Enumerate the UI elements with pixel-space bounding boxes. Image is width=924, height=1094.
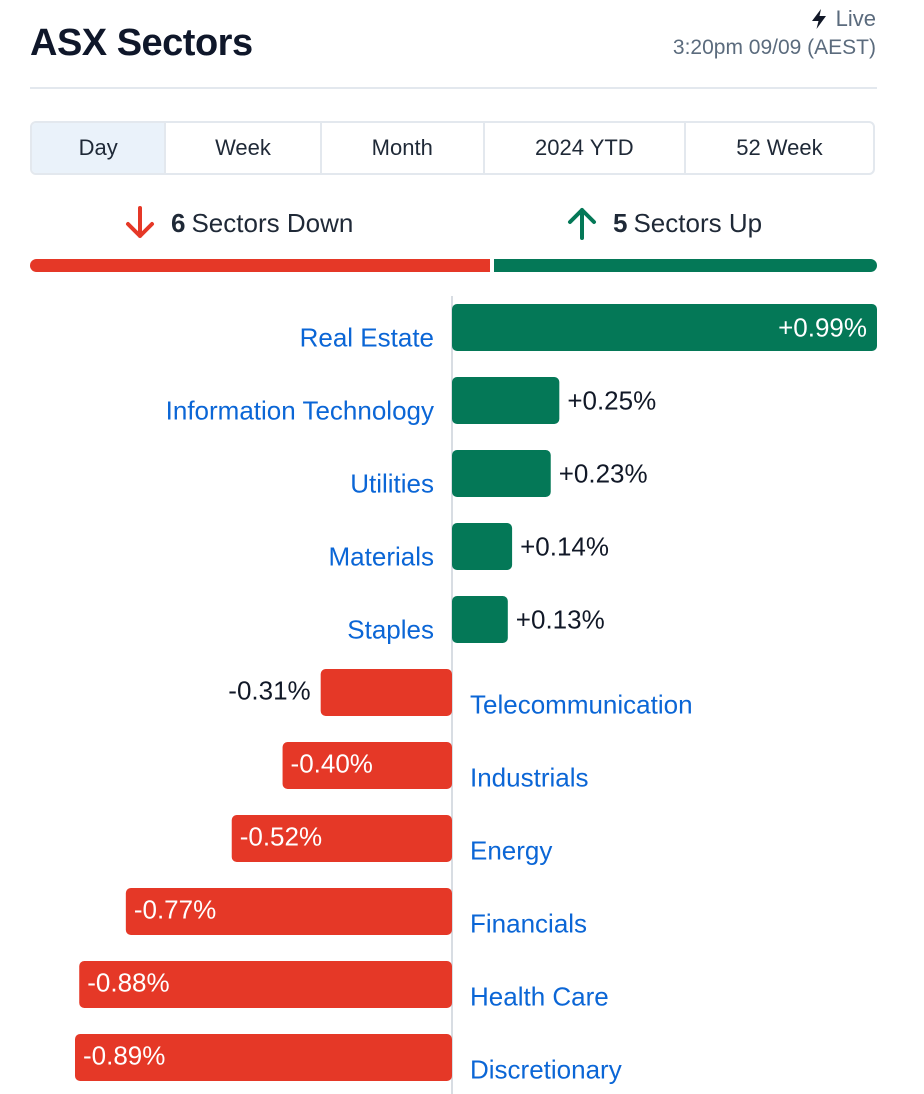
- bar-negative: [125, 888, 453, 935]
- sector-link[interactable]: Utilities: [350, 469, 434, 499]
- bar-value-label: -0.77%: [134, 895, 216, 925]
- bar-value-label: +0.23%: [559, 459, 648, 489]
- sector-link[interactable]: Information Technology: [166, 396, 434, 426]
- bar-negative: [320, 669, 452, 716]
- page-title: ASX Sectors: [30, 22, 253, 64]
- bar-negative: [282, 742, 452, 789]
- tab-2024-ytd[interactable]: 2024 YTD: [485, 123, 686, 173]
- sectors-up-label: Sectors Up: [633, 207, 763, 238]
- bar-value-label: +0.13%: [516, 605, 605, 635]
- bar-negative: [75, 1034, 452, 1081]
- header-divider: [30, 87, 877, 89]
- bar-value-label: -0.88%: [87, 968, 169, 998]
- bar-positive: [452, 523, 513, 570]
- sector-link[interactable]: Financials: [470, 909, 587, 939]
- bar-value-label: +0.99%: [778, 313, 867, 343]
- bar-negative: [231, 815, 452, 862]
- bar-value-label: +0.25%: [567, 386, 656, 416]
- bar-negative: [79, 961, 452, 1008]
- tab-52-week[interactable]: 52 Week: [736, 135, 823, 160]
- arrow-down-icon: [126, 206, 154, 238]
- sectors-down-bar: [30, 259, 490, 272]
- live-indicator: Live: [810, 6, 876, 32]
- live-label: Live: [835, 6, 876, 31]
- sector-link[interactable]: Telecommunication: [470, 690, 693, 720]
- sectors-up-bar: [494, 259, 877, 272]
- sectors-up-summary: 5 Sectors Up: [565, 205, 762, 241]
- sectors-up-count: 5: [613, 207, 628, 238]
- lightning-icon: [811, 9, 826, 29]
- bar-positive: [452, 450, 551, 497]
- sector-performance-chart: +0.99% Real Estate +0.25% Information Techn…: [75, 296, 877, 1094]
- sectors-down-summary: 6 Sectors Down: [123, 205, 353, 241]
- sectors-down-count: 6: [171, 207, 186, 238]
- sector-link[interactable]: Industrials: [470, 763, 589, 793]
- bar-positive: [452, 304, 877, 351]
- bar-positive: [452, 377, 560, 424]
- sector-link[interactable]: Health Care: [470, 982, 609, 1012]
- period-tabs: Day Week Month 2024 YTD 52 Week: [30, 121, 875, 175]
- arrow-up-icon: [568, 208, 596, 240]
- sector-link[interactable]: Discretionary: [470, 1055, 622, 1085]
- sector-link[interactable]: Energy: [470, 836, 552, 866]
- bar-value-label: -0.40%: [291, 749, 373, 779]
- bar-value-label: -0.31%: [228, 676, 310, 706]
- sectors-down-label: Sectors Down: [191, 207, 354, 238]
- timestamp: 3:20pm 09/09 (AEST): [672, 36, 876, 59]
- bar-value-label: -0.52%: [240, 822, 322, 852]
- sector-link[interactable]: Materials: [329, 542, 434, 572]
- tab-month[interactable]: Month: [322, 123, 485, 173]
- sector-link[interactable]: Staples: [347, 615, 434, 645]
- bar-value-label: +0.14%: [520, 532, 609, 562]
- sector-link[interactable]: Real Estate: [300, 323, 434, 353]
- bar-value-label: -0.89%: [83, 1041, 165, 1071]
- tab-day[interactable]: Day: [32, 123, 167, 173]
- bar-positive: [452, 596, 508, 643]
- tab-week[interactable]: Week: [166, 123, 322, 173]
